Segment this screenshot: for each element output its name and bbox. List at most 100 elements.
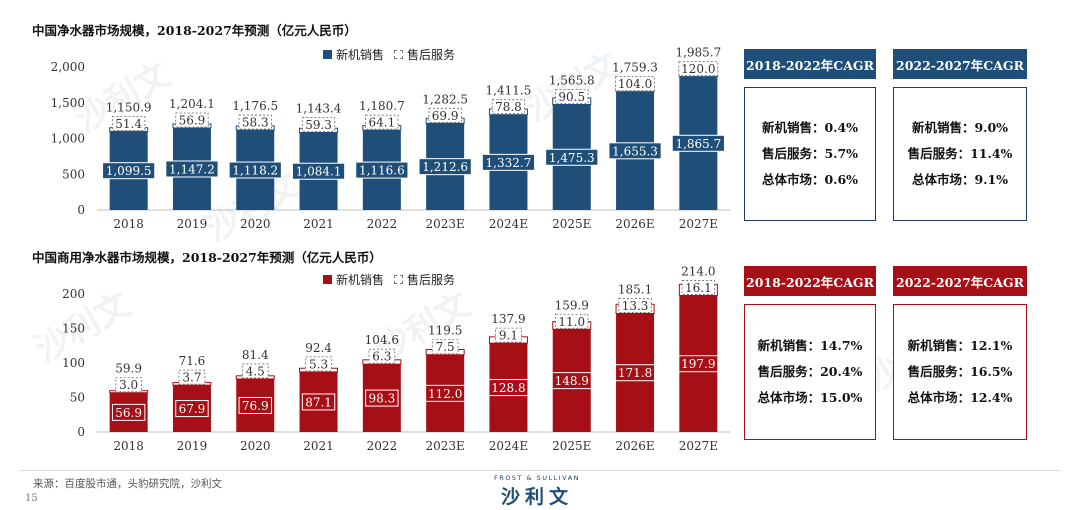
x-tick-label: 2023E <box>425 439 464 453</box>
x-tick-label: 2018 <box>113 217 144 231</box>
legend-bottom: 新机销售 售后服务 <box>323 271 465 288</box>
data-label-total: 104.6 <box>365 333 399 347</box>
data-label-total: 185.1 <box>618 282 652 296</box>
data-label-box <box>425 384 466 402</box>
y-tick-label: 0 <box>77 203 85 217</box>
cagr-line: 新机销售：0.4% <box>761 120 859 135</box>
legend-label-after: 售后服务 <box>407 48 456 62</box>
data-label-new: 197.9 <box>681 357 715 371</box>
data-label-total: 92.4 <box>305 341 332 355</box>
y-tick-label: 50 <box>70 391 85 405</box>
data-label-after: 11.0 <box>558 315 585 329</box>
data-label-total: 1,282.5 <box>422 92 468 106</box>
cagr-line: 售后服务：20.4% <box>757 364 863 379</box>
data-label-box <box>671 134 725 152</box>
data-label-box <box>111 403 146 421</box>
cagr-header: 2022-2027年CAGR <box>893 49 1027 79</box>
data-label-box <box>555 313 589 329</box>
data-label-box <box>681 280 715 295</box>
data-label-box <box>112 115 146 131</box>
data-label-box <box>175 112 209 128</box>
y-tick-label: 1,500 <box>51 96 85 110</box>
legend-item-after: 售后服务 <box>394 46 455 63</box>
data-label-after: 78.8 <box>495 100 522 114</box>
data-label-new: 56.9 <box>115 406 142 420</box>
data-label-after: 4.5 <box>246 364 265 378</box>
data-label-new: 1,118.2 <box>232 164 278 178</box>
data-label-new: 1,212.6 <box>422 160 468 174</box>
data-label-box <box>241 363 269 379</box>
data-label-after: 16.1 <box>685 281 712 295</box>
data-label-box <box>301 393 336 411</box>
data-label-after: 5.3 <box>309 357 328 371</box>
x-tick-label: 2021 <box>303 217 334 231</box>
data-label-box <box>555 89 589 104</box>
y-tick-label: 500 <box>62 167 85 181</box>
data-label-after: 7.5 <box>436 340 455 354</box>
x-tick-label: 2025E <box>552 439 591 453</box>
source-note: 来源：百度股市通，头豹研究院，沙利文 <box>33 478 222 490</box>
cagr-line: 总体市场：12.4% <box>907 390 1013 405</box>
data-label-after: 3.7 <box>182 371 201 385</box>
chart-top: 0 500 1,000 1,500 2,000 2018 1,099.5 51.4 1,150.… <box>51 46 730 231</box>
data-label-box <box>238 396 272 414</box>
x-tick-label: 2026E <box>615 439 654 453</box>
data-label-total: 81.4 <box>242 348 269 362</box>
data-label-box <box>365 114 399 130</box>
x-tick-label: 2026E <box>615 217 654 231</box>
data-label-new: 67.9 <box>179 402 206 416</box>
data-label-box <box>115 377 142 393</box>
data-label-box <box>678 61 719 77</box>
x-tick-label: 2023E <box>425 217 464 231</box>
data-label-box <box>291 162 346 180</box>
data-label-box <box>608 142 662 160</box>
data-label-box <box>481 153 536 171</box>
data-label-total: 119.5 <box>428 324 462 338</box>
data-label-after: 69.9 <box>432 109 459 123</box>
cagr-box: 新机销售：9.0% 售后服务：11.4% 总体市场：9.1% <box>893 87 1027 221</box>
data-label-total: 1,143.4 <box>296 101 342 115</box>
legend-top: 新机销售 售后服务 <box>323 46 465 63</box>
data-label-after: 104.0 <box>618 77 652 91</box>
data-label-total: 1,565.8 <box>549 74 595 88</box>
data-label-box <box>178 369 206 385</box>
data-label-new: 1,655.3 <box>612 144 658 158</box>
data-label-box <box>488 379 529 397</box>
data-label-box <box>102 162 156 180</box>
cagr-box: 新机销售：14.7% 售后服务：20.4% 总体市场：15.0% <box>744 304 876 440</box>
y-tick-label: 100 <box>62 356 85 370</box>
data-label-total: 59.9 <box>115 362 142 376</box>
data-label-box <box>491 99 526 115</box>
data-label-new: 128.8 <box>491 381 525 395</box>
data-label-new: 171.8 <box>618 366 652 380</box>
cagr-header: 2018-2022年CAGR <box>744 266 876 296</box>
cagr-line: 售后服务：16.5% <box>907 364 1013 379</box>
x-tick-label: 2018 <box>113 439 144 453</box>
data-label-box <box>615 364 656 382</box>
cagr-line: 新机销售：14.7% <box>757 338 863 353</box>
legend-swatch-new <box>323 50 332 59</box>
data-label-total: 1,180.7 <box>359 99 405 113</box>
data-label-box <box>175 400 209 418</box>
cagr-line: 售后服务：11.4% <box>907 146 1013 161</box>
cagr-box: 新机销售：12.1% 售后服务：16.5% 总体市场：12.4% <box>893 304 1027 440</box>
y-tick-label: 200 <box>62 287 85 301</box>
data-label-box <box>545 148 599 166</box>
data-label-new: 1,865.7 <box>675 137 721 151</box>
legend-label-new: 新机销售 <box>336 273 385 287</box>
cagr-box: 新机销售：0.4% 售后服务：5.7% 总体市场：0.6% <box>744 87 876 221</box>
data-label-box <box>418 158 472 176</box>
cagr-line: 新机销售：12.1% <box>907 338 1013 353</box>
data-label-after: 120.0 <box>681 62 715 76</box>
data-label-new: 1,116.6 <box>359 164 405 178</box>
cagr-header: 2022-2027年CAGR <box>893 266 1027 296</box>
cagr-line: 新机销售：9.0% <box>911 120 1009 135</box>
data-label-total: 71.6 <box>179 354 206 368</box>
data-label-box <box>228 161 282 179</box>
cagr-line: 总体市场：15.0% <box>757 390 863 405</box>
data-label-new: 1,332.7 <box>486 156 532 170</box>
logo-text-top: FROST & SULLIVAN <box>493 474 581 482</box>
data-label-total: 1,759.3 <box>612 61 658 75</box>
chart-title-bottom: 中国商用净水器市场规模，2018-2027年预测（亿元人民币） <box>32 250 382 265</box>
x-tick-label: 2027E <box>679 439 718 453</box>
